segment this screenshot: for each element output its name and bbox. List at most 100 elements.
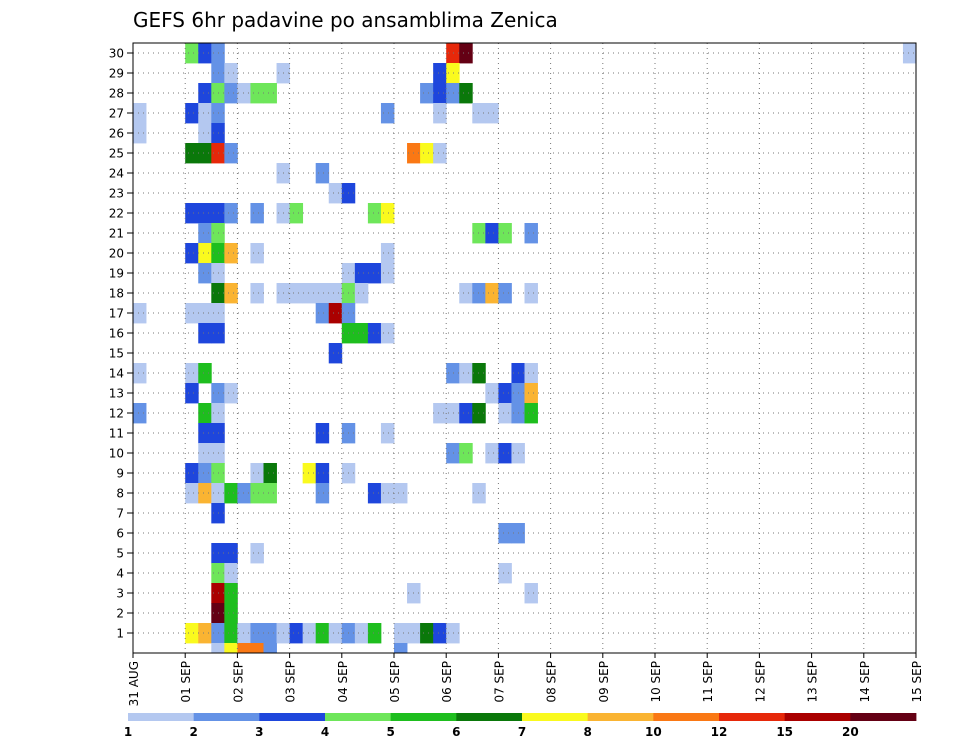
heatmap-cell <box>198 43 212 64</box>
heatmap-cell <box>198 83 212 104</box>
heatmap-cell <box>498 443 512 464</box>
x-tick-label: 31 AUG <box>127 661 141 706</box>
color-legend: 1 2 3 4 5 6 7 8 10 12 15 20 <box>124 713 917 739</box>
legend-swatch <box>259 713 326 721</box>
y-tick-label: 14 <box>109 367 124 381</box>
y-tick-label: 13 <box>109 387 124 401</box>
heatmap-cell <box>133 123 147 144</box>
legend-label: 20 <box>842 725 859 739</box>
legend-swatch <box>390 713 457 721</box>
y-tick-label: 26 <box>109 127 124 141</box>
legend-swatch <box>587 713 654 721</box>
heatmap-cell <box>367 203 382 224</box>
heatmap-cell <box>485 103 499 124</box>
heatmap-cell <box>524 583 538 604</box>
heatmap-cell <box>380 323 395 344</box>
heatmap-cell <box>224 583 238 604</box>
legend-label: 15 <box>776 725 793 739</box>
heatmap-cell <box>211 643 225 654</box>
heatmap-cell <box>250 83 264 104</box>
heatmap-cell <box>224 143 238 164</box>
heatmap-cell <box>380 423 395 444</box>
heatmap-cell <box>198 623 212 644</box>
heatmap-cell <box>420 623 434 644</box>
heatmap-cell <box>524 403 538 424</box>
heatmap-cell <box>367 323 382 344</box>
y-tick-label: 5 <box>116 547 124 561</box>
legend-swatch <box>522 713 589 721</box>
heatmap-cell <box>315 423 330 444</box>
heatmap-cell <box>133 303 147 324</box>
legend-label: 1 <box>124 725 132 739</box>
heatmap-cell <box>459 283 473 304</box>
heatmap-cell <box>354 323 369 344</box>
y-tick-label: 11 <box>109 427 124 441</box>
heatmap-cell <box>367 483 382 504</box>
heatmap-cell <box>380 103 395 124</box>
heatmap-cell <box>250 543 264 564</box>
legend-label: 3 <box>255 725 263 739</box>
legend-label: 6 <box>452 725 460 739</box>
heatmap-cell <box>472 223 486 244</box>
heatmap-cell <box>198 303 212 324</box>
heatmap-cell <box>185 463 199 484</box>
heatmap-cell <box>133 103 147 124</box>
heatmap-cell <box>315 303 330 324</box>
heatmap-cell <box>446 443 460 464</box>
heatmap-cell <box>302 283 317 304</box>
heatmap-cell <box>185 483 199 504</box>
heatmap-cell <box>472 363 486 384</box>
heatmap-cell <box>315 163 330 184</box>
heatmap-cell <box>446 403 460 424</box>
heatmap-cell <box>185 243 199 264</box>
legend-swatch <box>719 713 786 721</box>
legend-swatch <box>456 713 523 721</box>
heatmap-cell <box>459 43 473 64</box>
y-tick-label: 29 <box>109 67 124 81</box>
x-tick-label: 15 SEP <box>910 661 924 703</box>
legend-label: 8 <box>583 725 591 739</box>
y-tick-labels: 1234567891011121314151617181920212223242… <box>109 47 133 641</box>
grid-lines <box>133 43 916 653</box>
y-tick-label: 9 <box>116 467 124 481</box>
heatmap-cell <box>224 203 238 224</box>
y-tick-label: 23 <box>109 187 124 201</box>
legend-swatch <box>784 713 851 721</box>
heatmap-cell <box>380 203 395 224</box>
heatmap-cell <box>237 643 251 654</box>
heatmap-cell <box>289 623 304 644</box>
heatmap-cell <box>367 263 382 284</box>
legend-swatch <box>850 713 917 721</box>
legend-swatch <box>128 713 195 721</box>
heatmap-cell <box>198 243 212 264</box>
heatmap-cell <box>459 83 473 104</box>
y-tick-label: 24 <box>109 167 124 181</box>
heatmap-cell <box>420 83 434 104</box>
heatmap-cell <box>354 623 369 644</box>
heatmap-cell <box>459 363 473 384</box>
heatmap-cell <box>198 323 212 344</box>
heatmap-cell <box>198 143 212 164</box>
y-tick-label: 19 <box>109 267 124 281</box>
heatmap-cell <box>328 303 343 324</box>
legend-label: 4 <box>321 725 329 739</box>
y-tick-label: 10 <box>109 447 124 461</box>
heatmap-cell <box>380 243 395 264</box>
heatmap-cell <box>367 623 382 644</box>
heatmap-cell <box>198 103 212 124</box>
heatmap-cell <box>224 483 238 504</box>
y-tick-label: 17 <box>109 307 124 321</box>
heatmap-cell <box>498 223 512 244</box>
heatmap-cell <box>185 43 199 64</box>
heatmap-cell <box>524 223 538 244</box>
y-tick-label: 30 <box>109 47 124 61</box>
y-tick-label: 2 <box>116 607 124 621</box>
heatmap-cell <box>263 623 277 644</box>
heatmap-cell <box>354 283 369 304</box>
axes <box>132 42 917 654</box>
heatmap-cell <box>198 223 212 244</box>
heatmap-cell <box>224 623 238 644</box>
heatmap-cell <box>250 283 264 304</box>
legend-swatch <box>653 713 720 721</box>
